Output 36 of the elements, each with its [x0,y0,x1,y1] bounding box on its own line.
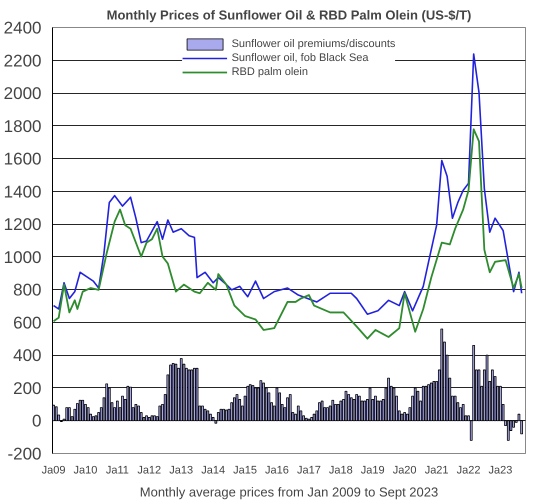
y-tick-label: 1400 [4,182,42,202]
y-tick-label: 0 [32,412,42,431]
x-tick-label: Ja10 [74,464,98,476]
x-tick-label: Ja22 [456,464,480,476]
y-tick-label: 2200 [4,51,42,70]
x-axis-title: Monthly average prices from Jan 2009 to Sept 2023 [140,484,438,500]
line-series [52,128,523,340]
x-tick-label: Ja16 [265,464,289,476]
line-series [52,53,522,316]
x-tick-label: Ja15 [233,464,257,476]
x-tick-label: Ja20 [392,464,417,476]
x-tick-label: Ja17 [297,464,321,476]
y-tick-label: 1000 [4,248,42,267]
y-tick-label: -200 [7,444,42,464]
y-tick-label: 2400 [4,18,42,38]
y-tick-label: 2000 [4,84,42,104]
y-tick-label: 200 [13,378,42,398]
y-tick-label: 1200 [4,215,42,234]
x-tick-label: Ja11 [106,464,129,476]
legend-label: RBD palm olein [232,66,308,78]
x-tick-label: Ja13 [169,464,194,476]
x-tick-label: Ja21 [424,464,449,476]
y-tick-label: 1800 [4,116,42,136]
x-tick-label: Ja19 [360,464,385,476]
y-tick-label: 600 [13,313,42,332]
x-tick-label: Ja14 [201,464,226,476]
legend-label: Sunflower oil premiums/discounts [232,38,396,50]
x-tick-label: Ja18 [328,464,353,476]
y-tick-label: 1600 [4,150,42,169]
x-tick-label: Ja09 [42,464,66,476]
legend-label: Sunflower oil, fob Black Sea [232,52,369,64]
chart-title: Monthly Prices of Sunflower Oil & RBD Palm Olein (US-$/T) [106,8,472,22]
x-tick-label: Ja12 [137,464,162,476]
y-tick-label: 800 [13,280,42,300]
x-tick-label: Ja23 [488,464,512,476]
y-tick-label: 400 [13,346,42,366]
